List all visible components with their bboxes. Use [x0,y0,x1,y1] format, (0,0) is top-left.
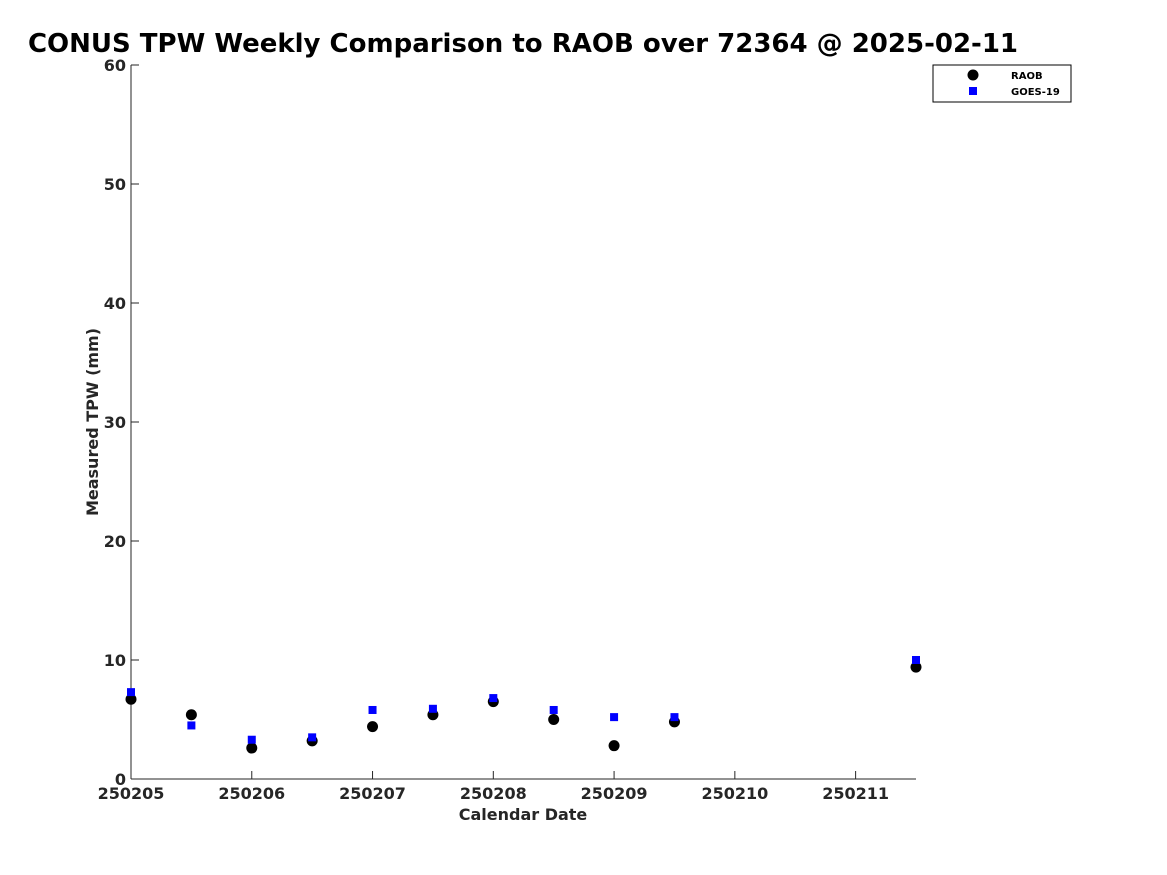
y-tick-label-50: 50 [104,175,126,194]
goes19-point-4 [368,705,377,714]
goes19-point-10 [912,656,920,664]
x-tick-label-250208: 250208 [460,784,527,803]
goes19-point-3 [308,733,317,742]
x-axis-label: Calendar Date [459,805,588,824]
legend-label-goes19: GOES-19 [1011,87,1060,98]
legend-marker-goes19 [969,87,977,95]
legend: RAOB GOES-19 [932,64,1072,103]
raob-point-2 [246,742,258,754]
raob-point-4 [367,721,379,733]
x-tick-label-250211: 250211 [822,784,889,803]
x-tick-label-250206: 250206 [218,784,285,803]
raob-point-1 [185,709,197,721]
goes19-point-0 [127,688,135,697]
y-tick-label-20: 20 [104,532,126,551]
y-ticks: 0 10 20 30 40 50 60 [104,56,139,789]
x-tick-label-250209: 250209 [581,784,648,803]
goes19-point-5 [428,704,437,713]
x-tick-label-250207: 250207 [339,784,406,803]
goes19-point-8 [610,713,619,722]
legend-marker-raob [967,69,979,81]
y-tick-label-30: 30 [104,413,126,432]
y-tick-label-60: 60 [104,56,126,75]
raob-point-7 [548,714,560,725]
goes19-point-1 [187,721,196,730]
data-points [125,656,922,754]
raob-point-0 [125,693,137,705]
raob-point-8 [608,740,620,752]
x-tick-label-250205: 250205 [98,784,165,803]
goes19-point-7 [549,705,558,714]
goes19-point-2 [247,735,256,744]
y-tick-label-0: 0 [115,770,126,789]
x-ticks: 250205 250206 250207 250208 250209 250210 2502… [98,771,889,803]
x-tick-label-250210: 250210 [701,784,768,803]
legend-label-raob: RAOB [1011,71,1043,82]
raob-point-10 [910,661,922,673]
chart-title: CONUS TPW Weekly Comparison to RAOB over… [28,29,1018,59]
legend-box [932,64,1072,103]
y-tick-label-40: 40 [104,294,126,313]
goes19-point-6 [489,694,498,703]
y-axis-label: Measured TPW (mm) [83,328,102,516]
goes19-point-9 [670,713,679,722]
plot-axes [130,65,916,780]
y-tick-label-10: 10 [104,651,126,670]
